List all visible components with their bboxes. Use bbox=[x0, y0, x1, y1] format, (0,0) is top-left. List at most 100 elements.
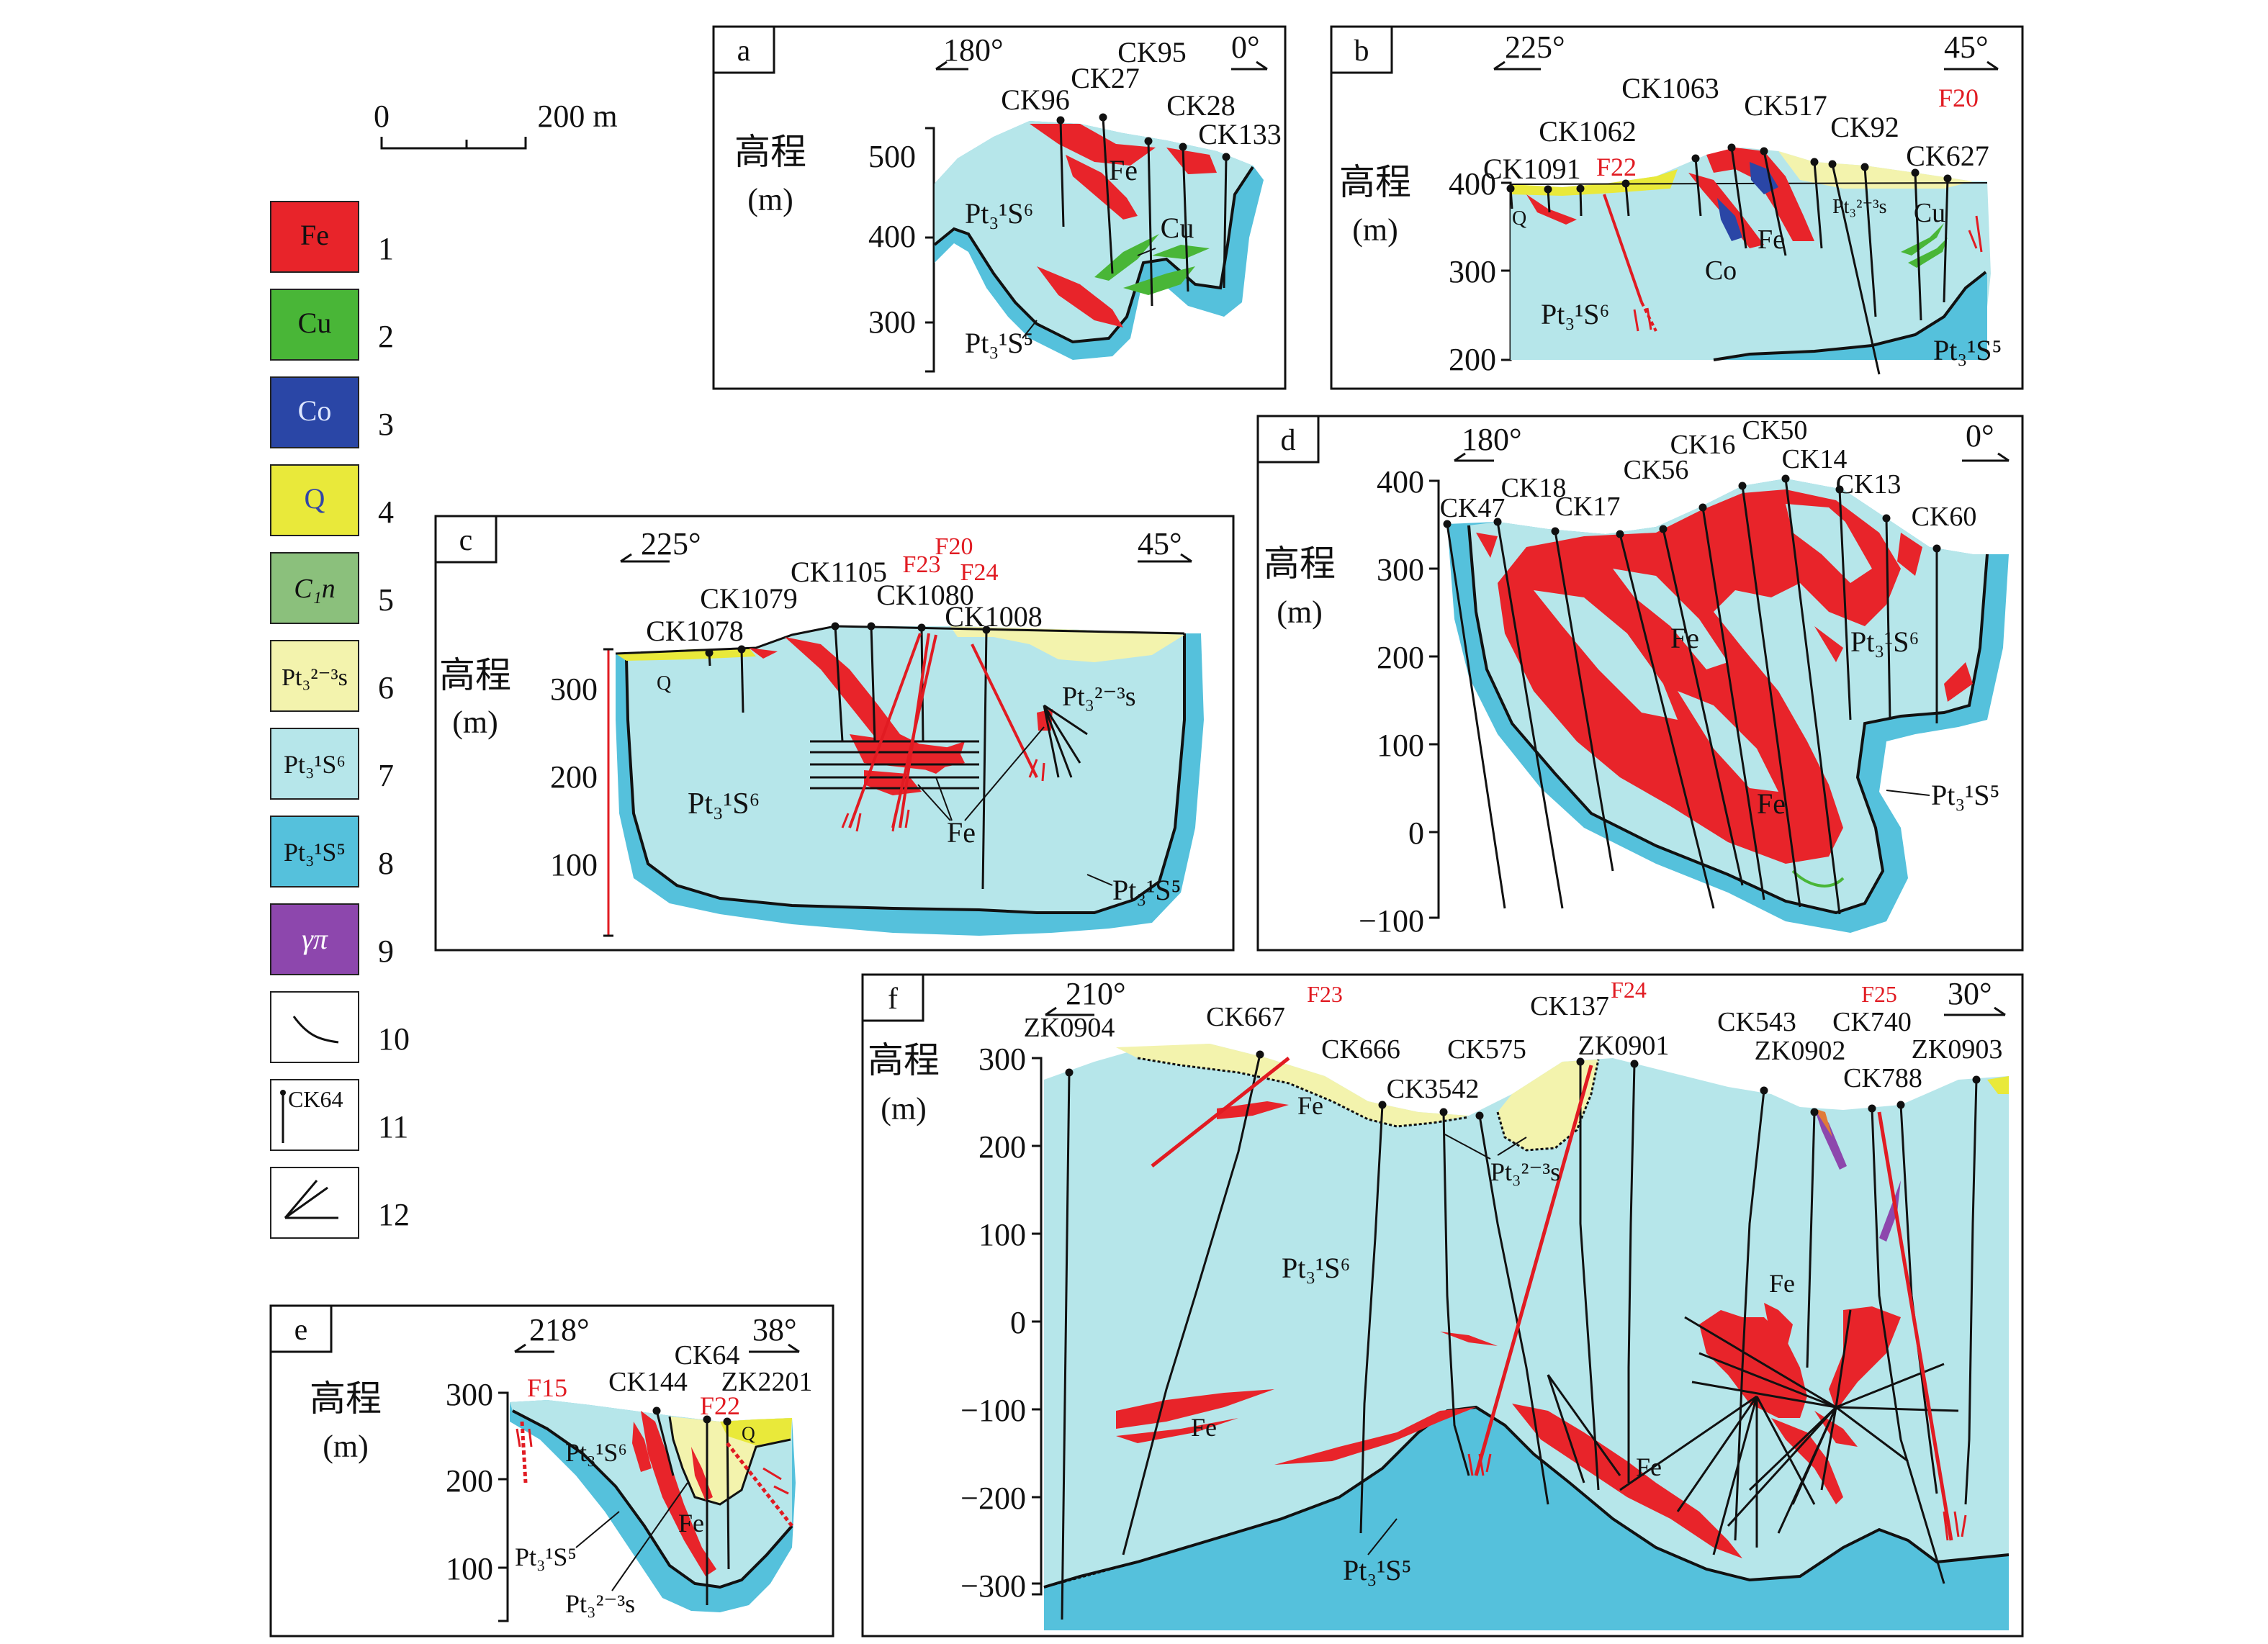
elevation-label: 高程 bbox=[1339, 162, 1411, 202]
drill-hole-label: CK14 bbox=[1782, 444, 1848, 474]
legend-number: 1 bbox=[378, 231, 394, 266]
legend-number: 4 bbox=[378, 494, 394, 530]
fan-drill-icon bbox=[284, 1180, 338, 1219]
fault-label: F25 bbox=[1861, 981, 1897, 1007]
legend-item-c1n: C₁n 5 bbox=[270, 552, 394, 624]
panel-letter: e bbox=[294, 1314, 308, 1347]
panel-e: e 218° 38° 高程 (m) 300 200 100 CK144 CK bbox=[269, 1304, 834, 1638]
panel-letter: d bbox=[1281, 424, 1296, 457]
fault-label: F23 bbox=[903, 551, 941, 578]
drill-hole-label: CK64 bbox=[675, 1340, 740, 1370]
drill-hole-label: CK1062 bbox=[1539, 115, 1637, 148]
elevation-tick-label: 100 bbox=[550, 847, 598, 882]
ore-label: Fe bbox=[1769, 1269, 1795, 1298]
legend-number: 10 bbox=[378, 1021, 410, 1057]
drill-hole-label: ZK0901 bbox=[1578, 1031, 1670, 1061]
direction-right: 30° bbox=[1948, 976, 1992, 1011]
drill-hole-label: CK1078 bbox=[646, 615, 744, 647]
elevation-axis bbox=[1429, 479, 1440, 919]
panel-letter: f bbox=[888, 983, 898, 1016]
ore-label: Fe bbox=[1670, 622, 1699, 654]
unit-label: Pt₃¹S⁶ bbox=[565, 1438, 627, 1467]
unit-label: Pt₃¹S⁵ bbox=[1931, 779, 2000, 811]
elevation-label: 高程 bbox=[310, 1378, 382, 1419]
legend-number: 3 bbox=[378, 407, 394, 442]
legend-item-fe: Fe 1 bbox=[270, 201, 394, 273]
legend-swatch-label: Fe bbox=[300, 219, 329, 251]
drill-hole-label: CK788 bbox=[1843, 1063, 1922, 1093]
drill-hole-label: CK740 bbox=[1832, 1007, 1912, 1037]
elevation-tick-label: 300 bbox=[1449, 254, 1496, 289]
legend-swatch-label: Pt₃¹S⁶ bbox=[284, 750, 346, 779]
legend-number: 9 bbox=[378, 934, 394, 969]
legend-swatch-label: Co bbox=[298, 394, 332, 427]
elevation-label: 高程 bbox=[734, 132, 806, 172]
panel-d: d 180° 0° 高程 (m) 400 300 200 100 0 −100 bbox=[1256, 415, 2024, 952]
fault-label: F22 bbox=[700, 1391, 740, 1420]
ore-label: Cu bbox=[1914, 198, 1945, 228]
elevation-unit: (m) bbox=[1277, 595, 1323, 630]
elevation-tick-label: 300 bbox=[978, 1042, 1026, 1077]
elevation-axis bbox=[498, 1391, 509, 1622]
direction-left: 180° bbox=[943, 32, 1004, 68]
direction-right: 38° bbox=[752, 1312, 797, 1347]
contact-line-icon bbox=[292, 1016, 339, 1044]
legend-swatch-label: Q bbox=[305, 482, 325, 515]
drill-hole-label: CK96 bbox=[1001, 83, 1070, 116]
legend-swatch-label: CK64 bbox=[288, 1086, 343, 1112]
elevation-tick-label: 300 bbox=[550, 672, 598, 707]
drill-hole-label: CK133 bbox=[1198, 118, 1282, 150]
ore-label: Fe bbox=[1757, 787, 1786, 820]
fault-label: F24 bbox=[960, 559, 999, 586]
elevation-unit: (m) bbox=[747, 182, 793, 217]
legend-item-drill-hole: CK64 11 bbox=[270, 1079, 408, 1151]
direction-left: 210° bbox=[1066, 976, 1126, 1011]
unit-label: Pt₃¹S⁵ bbox=[1933, 334, 2002, 366]
elevation-axis bbox=[925, 127, 935, 373]
elevation-tick-label: 300 bbox=[868, 304, 916, 340]
direction-left: 225° bbox=[1505, 30, 1565, 65]
elevation-unit: (m) bbox=[881, 1091, 927, 1126]
legend-number: 2 bbox=[378, 319, 394, 354]
legend-number: 12 bbox=[378, 1197, 410, 1232]
direction-right: 0° bbox=[1966, 418, 1994, 453]
unit-label: Pt₃²⁻³s bbox=[565, 1589, 635, 1618]
drill-hole-label: CK627 bbox=[1906, 140, 1989, 172]
ore-label: Fe bbox=[1109, 154, 1138, 186]
elevation-label: 高程 bbox=[868, 1040, 940, 1080]
ore-label: Fe bbox=[1191, 1413, 1217, 1442]
drill-hole-label: ZK0903 bbox=[1912, 1034, 2003, 1065]
unit-label: Q bbox=[657, 672, 671, 695]
unit-label: Pt₃¹S⁶ bbox=[1850, 625, 1920, 658]
direction-left: 225° bbox=[641, 526, 701, 561]
ore-label: Fe bbox=[1297, 1091, 1323, 1120]
drill-hole-label: CK144 bbox=[608, 1367, 688, 1397]
drill-hole-label: CK92 bbox=[1830, 111, 1899, 143]
drill-hole-label: CK517 bbox=[1744, 89, 1827, 122]
ore-label: Fe bbox=[1636, 1453, 1662, 1481]
drill-hole-label: CK1063 bbox=[1621, 72, 1719, 104]
legend-item-co: Co 3 bbox=[270, 376, 394, 448]
fault-label: F20 bbox=[935, 533, 973, 560]
legend: Fe 1 Cu 2 Co 3 Q 4 C₁n 5 Pt₃²⁻³s 6 bbox=[270, 201, 410, 1239]
ore-label: Co bbox=[1705, 256, 1737, 286]
ore-label: Fe bbox=[678, 1509, 704, 1537]
elevation-tick-label: 200 bbox=[1449, 342, 1496, 377]
legend-swatch-label: C₁n bbox=[294, 574, 336, 604]
elevation-tick-label: −300 bbox=[960, 1568, 1026, 1604]
unit-label: Pt₃¹S⁵ bbox=[965, 327, 1034, 359]
drill-hole-label: CK543 bbox=[1717, 1007, 1796, 1037]
drill-hole-label: CK575 bbox=[1447, 1034, 1526, 1065]
legend-swatch-label: Pt₃¹S⁵ bbox=[284, 838, 346, 867]
elevation-tick-label: 500 bbox=[868, 139, 916, 174]
elevation-tick-label: 400 bbox=[1377, 464, 1424, 500]
elevation-label: 高程 bbox=[1264, 543, 1336, 584]
drill-hole-label: CK1091 bbox=[1483, 153, 1581, 185]
drill-hole-label: CK3542 bbox=[1387, 1074, 1480, 1104]
elevation-tick-label: 400 bbox=[868, 219, 916, 254]
elevation-label: 高程 bbox=[439, 655, 511, 695]
elevation-tick-label: 200 bbox=[446, 1463, 493, 1499]
legend-item-gamma-pi: γπ 9 bbox=[270, 903, 394, 975]
elevation-unit: (m) bbox=[1352, 212, 1398, 248]
